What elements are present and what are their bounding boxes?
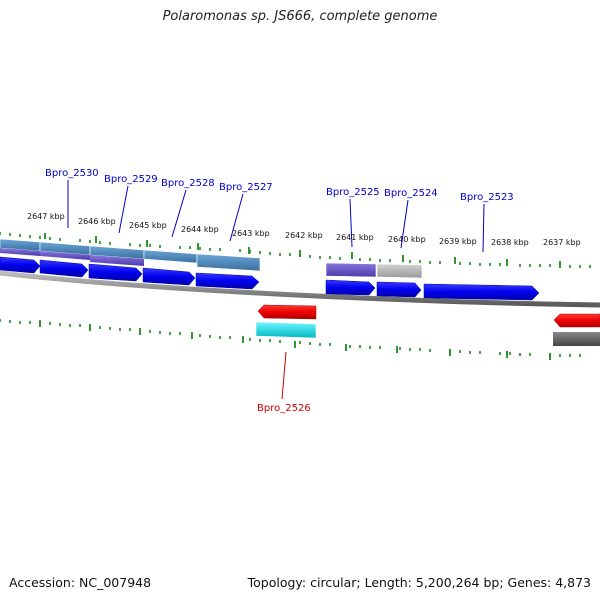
gene-labels: Bpro_2530 Bpro_2529 Bpro_2528 Bpro_2527 …: [45, 168, 514, 414]
cds-arrow-right-edge: [553, 313, 600, 328]
map-title: Polaromonas sp. JS666, complete genome: [162, 9, 438, 24]
outer-major-ticks: [44, 233, 561, 268]
leader-line-2524: [400, 199, 409, 249]
cog-band-2529-lower: [40, 251, 90, 260]
forward-cds-track: [0, 256, 540, 301]
cds-arrow-2527a: [142, 267, 196, 286]
gene-label-2530: Bpro_2530: [45, 168, 99, 179]
tick-label-2640: 2640 kbp: [388, 235, 426, 244]
tick-label-2642: 2642 kbp: [285, 231, 323, 240]
tick-label-2643: 2643 kbp: [232, 229, 270, 238]
gene-label-2525: Bpro_2525: [326, 187, 380, 198]
outer-tick-ring: [0, 232, 591, 268]
gene-label-2529: Bpro_2529: [104, 174, 158, 185]
leader-line-2525: [349, 198, 353, 248]
cog-band-2526: [255, 321, 317, 339]
tick-label-2638: 2638 kbp: [491, 238, 529, 247]
tick-label-2637: 2637 kbp: [543, 238, 581, 247]
cds-arrow-2527b: [195, 272, 260, 290]
cds-arrow-2524: [376, 281, 422, 298]
inner-tick-ring: [0, 319, 581, 360]
gene-label-2528: Bpro_2528: [161, 178, 215, 189]
tick-label-2641: 2641 kbp: [336, 233, 374, 242]
reverse-cds-track: [257, 304, 600, 328]
gene-label-2527: Bpro_2527: [219, 182, 273, 193]
cog-band-2530-lower: [0, 248, 40, 256]
cds-arrow-2530: [0, 256, 41, 274]
inner-major-ticks: [39, 320, 551, 360]
tick-label-2646: 2646 kbp: [78, 217, 116, 226]
cog-band-2528-lower: [90, 255, 144, 266]
cog-band-right-edge: [553, 332, 600, 346]
cds-arrow-2523: [423, 283, 540, 301]
leader-line-2527: [229, 193, 244, 242]
tick-label-2644: 2644 kbp: [181, 225, 219, 234]
outer-minor-ticks: [0, 232, 591, 268]
cds-arrow-2528: [88, 263, 143, 282]
tick-label-2639: 2639 kbp: [439, 237, 477, 246]
gene-label-2523: Bpro_2523: [460, 192, 514, 203]
genome-summary-text: Topology: circular; Length: 5,200,264 bp…: [247, 575, 591, 590]
leader-line-2529: [118, 185, 129, 234]
leader-line-2528: [171, 189, 187, 238]
accession-text: Accession: NC_007948: [9, 575, 152, 590]
leader-line-2526: [281, 351, 287, 400]
gene-label-2524: Bpro_2524: [384, 188, 438, 199]
cog-band-2525: [325, 262, 377, 278]
cog-band-2524: [376, 263, 423, 279]
cog-band-2527: [143, 249, 198, 264]
forward-cog-band: [0, 238, 423, 279]
tick-labels: 2647 kbp 2646 kbp 2645 kbp 2644 kbp 2643…: [27, 212, 581, 247]
cds-arrow-2526: [257, 304, 317, 320]
cds-arrow-2525: [325, 279, 376, 296]
inner-minor-ticks: [0, 319, 581, 357]
tick-label-2647: 2647 kbp: [27, 212, 65, 221]
gene-label-2526: Bpro_2526: [257, 403, 311, 414]
cog-band-2527b: [196, 253, 261, 272]
leader-line-2523: [482, 203, 485, 253]
tick-label-2645: 2645 kbp: [129, 221, 167, 230]
genome-backbone: [0, 270, 600, 308]
reverse-cog-band: [255, 321, 600, 346]
cds-arrow-2529: [39, 259, 89, 278]
